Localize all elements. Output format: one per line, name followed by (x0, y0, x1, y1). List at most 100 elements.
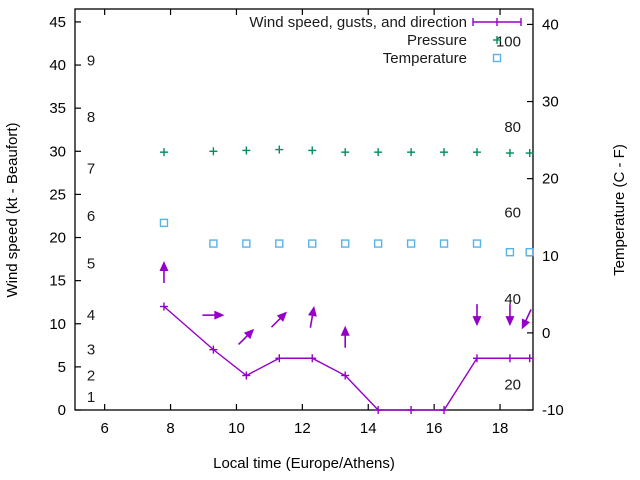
wind-data-point (159, 302, 168, 311)
temperature-data-point (209, 239, 218, 248)
fahrenheit-label: 40 (504, 291, 521, 308)
wind-data-point (407, 406, 416, 414)
pressure-data-point (472, 148, 481, 157)
x-axis-title: Local time (Europe/Athens) (213, 455, 395, 472)
temperature-data-point (340, 239, 350, 248)
legend-square-marker (492, 53, 502, 63)
y-axis-left-ticks: 0 5 10 15 20 25 30 35 40 45 (49, 14, 81, 419)
y-tick-label: 10 (49, 316, 66, 333)
wind-data-point (275, 354, 284, 363)
temperature-data-point (525, 247, 534, 257)
temperature-data-point (373, 239, 383, 248)
legend-label: Wind speed, gusts, and direction (249, 14, 467, 31)
x-tick-label: 6 (100, 420, 108, 437)
wind-data-point (505, 354, 514, 363)
y2-tick-label: 40 (542, 16, 559, 33)
x-tick-label: 16 (426, 420, 443, 437)
y-axis-right-ticks: -10 0 10 20 30 40 (527, 16, 564, 419)
fahrenheit-label: 60 (504, 205, 521, 222)
wind-direction-arrows (159, 261, 532, 348)
beaufort-label: 1 (87, 389, 95, 406)
y-tick-label: 0 (58, 402, 66, 419)
wind-data-point (209, 345, 218, 354)
pressure-data-point (275, 145, 284, 154)
fahrenheit-label: 100 (496, 33, 521, 50)
y-tick-label: 30 (49, 143, 66, 160)
pressure-data-point (505, 149, 514, 158)
wind-data-point (341, 371, 350, 380)
wind-data-point (374, 406, 383, 414)
wind-direction-arrow-icon (237, 328, 255, 346)
temperature-data-point (439, 239, 449, 248)
y2-tick-label: 10 (542, 248, 559, 265)
temperature-data-point (406, 239, 416, 248)
wind-speed-line (163, 305, 530, 411)
wind-direction-arrow-icon (472, 304, 482, 327)
y-tick-label: 40 (49, 57, 66, 74)
plot-frame (74, 8, 534, 411)
wind-data-point (525, 354, 534, 363)
wind-data-point (308, 354, 317, 363)
pressure-data-point (209, 147, 218, 156)
beaufort-label: 5 (87, 255, 95, 272)
y-tick-label: 15 (49, 273, 66, 290)
fahrenheit-label: 20 (504, 377, 521, 394)
legend-entry-1[interactable]: Wind speed, gusts, and direction (249, 14, 522, 31)
pressure-data-point (440, 148, 449, 157)
plot-border (74, 8, 534, 411)
legend-label: Temperature (383, 50, 467, 67)
beaufort-label: 6 (87, 208, 95, 225)
beaufort-scale-labels: 1 2 3 4 5 6 7 8 9 (87, 53, 95, 406)
temperature-data-point (472, 239, 482, 248)
x-tick-label: 10 (228, 420, 245, 437)
temperature-data-point (505, 247, 515, 257)
temperature-data-point (159, 218, 169, 228)
y2-tick-label: 20 (542, 171, 559, 188)
y-axis-right-title: Temperature (C - F) (611, 144, 628, 276)
beaufort-label: 9 (87, 53, 95, 70)
y-tick-label: 45 (49, 14, 66, 31)
x-tick-label: 14 (360, 420, 377, 437)
pressure-data-point (341, 148, 350, 157)
temperature-data-point (275, 239, 284, 248)
y-axis-left-title: Wind speed (kt - Beaufort) (4, 122, 21, 297)
wind-direction-arrow-icon (521, 309, 532, 330)
beaufort-label: 3 (87, 342, 95, 359)
legend-entry-2[interactable]: Pressure (407, 32, 501, 49)
pressure-data-point (407, 148, 416, 157)
x-tick-label: 18 (492, 420, 509, 437)
beaufort-label: 8 (87, 109, 95, 126)
y2-tick-label: -10 (542, 402, 564, 419)
x-tick-label: 12 (294, 420, 311, 437)
wind-direction-arrow-icon (307, 306, 317, 328)
fahrenheit-scale-labels: 20 40 60 80 100 (496, 33, 521, 393)
pressure-data-point (525, 149, 534, 158)
pressure-data-point (159, 148, 168, 157)
wind-direction-arrow-icon (202, 310, 225, 320)
series-wind-speed (159, 302, 534, 414)
y-tick-label: 35 (49, 100, 66, 117)
temperature-data-point (242, 239, 251, 248)
y2-tick-label: 30 (542, 94, 559, 111)
beaufort-label: 4 (87, 307, 95, 324)
wind-direction-arrow-icon (270, 311, 288, 328)
wind-direction-arrow-icon (505, 304, 515, 327)
x-tick-label: 8 (166, 420, 174, 437)
fahrenheit-label: 80 (504, 119, 521, 136)
beaufort-label: 7 (87, 161, 95, 178)
legend-entry-3[interactable]: Temperature (383, 50, 502, 67)
pressure-data-point (308, 146, 317, 155)
legend-label: Pressure (407, 32, 467, 49)
series-temperature (159, 218, 534, 257)
series-pressure (159, 145, 534, 158)
y-tick-label: 20 (49, 230, 66, 247)
wind-data-point (242, 371, 251, 380)
temperature-data-point (308, 239, 317, 248)
x-axis-ticks: 6 8 10 12 14 16 18 (100, 9, 508, 437)
wind-direction-arrow-icon (159, 261, 169, 284)
y-tick-label: 25 (49, 186, 66, 203)
y2-tick-label: 0 (542, 325, 550, 342)
chart-legend[interactable]: Wind speed, gusts, and directionPressure… (249, 14, 522, 67)
